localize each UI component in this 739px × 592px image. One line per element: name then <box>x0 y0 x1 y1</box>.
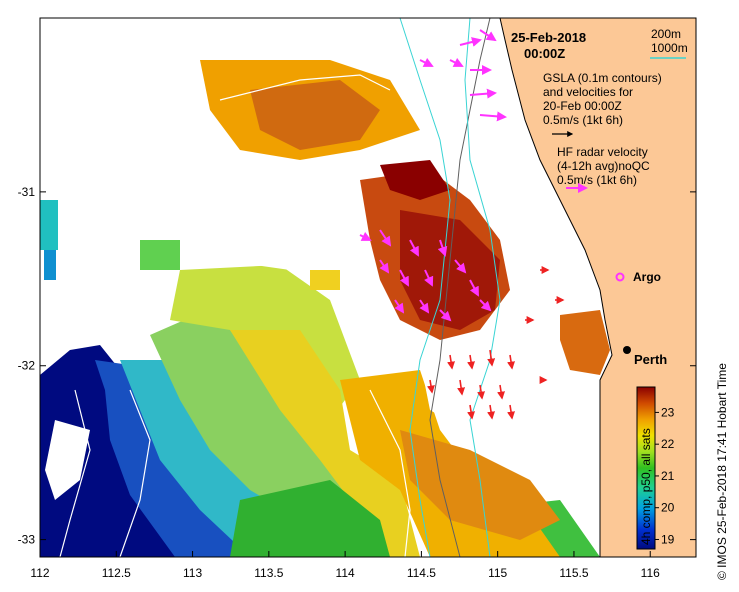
map-time: 00:00Z <box>524 46 565 61</box>
colorbar-gradient <box>636 386 656 550</box>
colorbar-tick-label: 20 <box>661 501 675 515</box>
hf-note: HF radar velocity (4-12h avg)noQC 0.5m/s… <box>557 145 650 193</box>
colorbar-tick-label: 22 <box>661 437 675 451</box>
x-tick-label: 113 <box>183 566 202 580</box>
depth-legend: 200m 1000m <box>650 27 688 59</box>
shelf-arrows <box>427 266 565 420</box>
gsla-note: GSLA (0.1m contours) and velocities for … <box>543 71 662 137</box>
argo-label: Argo <box>633 270 661 284</box>
x-tick-label: 116 <box>641 566 660 580</box>
plot-frame <box>39 17 697 558</box>
y-tick-label: -33 <box>18 533 36 547</box>
gsla-line4: 0.5m/s (1kt 6h) <box>543 113 623 127</box>
colorbar: 23 22 21 20 19 4h comp, p50, all sats <box>636 386 675 550</box>
perth-dot-icon <box>623 346 631 354</box>
colorbar-tick-label: 23 <box>661 405 675 419</box>
x-tick-label: 114.5 <box>407 566 436 580</box>
gsla-line2: and velocities for <box>543 85 633 99</box>
sst-field <box>40 18 696 557</box>
colorbar-label: 4h comp, p50, all sats <box>639 428 653 545</box>
perth-label: Perth <box>634 352 667 367</box>
y-axis: -31 -32 -33 <box>18 185 696 547</box>
x-tick-label: 112 <box>30 566 49 580</box>
x-tick-label: 114 <box>336 566 355 580</box>
x-tick-label: 115 <box>488 566 507 580</box>
map-date: 25-Feb-2018 <box>511 30 586 45</box>
colorbar-tick-label: 19 <box>661 532 675 546</box>
hf-line2: (4-12h avg)noQC <box>557 159 650 173</box>
hf-line1: HF radar velocity <box>557 145 648 159</box>
watermark-text: © IMOS 25-Feb-2018 17:41 Hobart Time <box>715 363 729 580</box>
watermark: © IMOS 25-Feb-2018 17:41 Hobart Time <box>715 363 729 580</box>
argo-marker: Argo <box>615 270 661 284</box>
hf-radar-arrows <box>359 29 507 322</box>
gsla-line1: GSLA (0.1m contours) <box>543 71 662 85</box>
x-tick-label: 115.5 <box>559 566 588 580</box>
colorbar-tick-label: 21 <box>661 469 675 483</box>
x-tick-label: 113.5 <box>254 566 283 580</box>
x-tick-label: 112.5 <box>102 566 131 580</box>
hf-line3: 0.5m/s (1kt 6h) <box>557 173 637 187</box>
depth-label-200: 200m <box>651 27 681 41</box>
x-axis: 112 112.5 113 113.5 114 114.5 115 115.5 116 <box>30 551 660 580</box>
perth-marker: Perth <box>623 346 667 367</box>
y-tick-label: -31 <box>18 185 36 199</box>
depth-label-1000: 1000m <box>651 41 688 55</box>
gsla-line3: 20-Feb 00:00Z <box>543 99 622 113</box>
y-tick-label: -32 <box>18 359 36 373</box>
argo-icon <box>615 272 625 282</box>
